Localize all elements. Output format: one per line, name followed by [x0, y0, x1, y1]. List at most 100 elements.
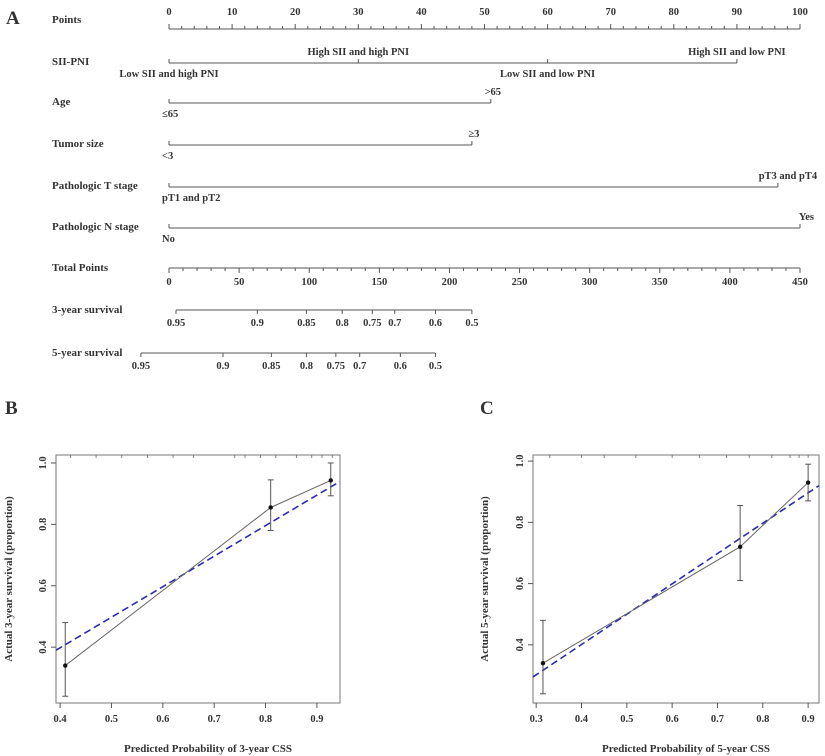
level-label: >65	[485, 87, 501, 98]
points-tick-label: 50	[479, 7, 490, 18]
data-point	[328, 478, 333, 483]
level-label: ≤65	[162, 109, 178, 120]
x-tick-label: 0.5	[620, 714, 633, 725]
total-points-tick-label: 400	[722, 277, 738, 288]
y-tick-label: 1.0	[515, 455, 526, 468]
survival-tick-label: 0.5	[465, 318, 478, 329]
panel-label-b: B	[5, 398, 18, 419]
y-tick-label: 0.4	[38, 640, 49, 654]
level-label: Low SII and high PNI	[119, 69, 218, 80]
variable-label: Tumor size	[52, 138, 104, 150]
total-points-tick-label: 0	[166, 277, 171, 288]
x-tick-label: 0.6	[156, 714, 169, 725]
calibration-plot-3-year: 0.4 0.5 0.6 0.7 0.8 0.9 0.4 0.6 0.8 1.0 Predicted …	[3, 454, 341, 755]
level-label: High SII and low PNI	[688, 47, 785, 58]
survival-tick-label: 0.7	[353, 361, 366, 372]
y-tick-label: 0.8	[38, 518, 49, 531]
points-axis-label: Points	[52, 14, 82, 26]
survival-tick-label: 0.8	[336, 318, 349, 329]
data-point	[540, 660, 546, 666]
data-point	[805, 480, 811, 485]
x-tick-label: 0.9	[310, 714, 323, 725]
level-label: Yes	[799, 212, 814, 223]
total-points-tick-label: 300	[582, 277, 598, 288]
total-points-axis-label: Total Points	[52, 262, 109, 274]
x-tick-label: 0.4	[575, 714, 589, 725]
nomogram: Points 0 10 20 30 40 50 60 70 80 90 100 SII-PNI Low S…	[52, 7, 818, 372]
level-label: pT1 and pT2	[162, 193, 220, 204]
x-tick-label: 0.8	[756, 714, 769, 725]
data-point	[63, 663, 68, 668]
points-tick-label: 10	[227, 7, 238, 18]
survival-axis-label: 5-year survival	[52, 347, 122, 359]
y-axis-label: Actual 3-year survival (proportion)	[3, 496, 15, 662]
points-tick-label: 40	[416, 7, 427, 18]
survival-tick-label: 0.7	[388, 318, 401, 329]
total-points-tick-label: 350	[652, 277, 668, 288]
x-tick-label: 0.9	[802, 714, 815, 725]
level-label: Low SII and low PNI	[500, 69, 595, 80]
panel-label-a: A	[6, 8, 20, 29]
data-point	[737, 544, 743, 550]
level-label: ≥3	[468, 129, 479, 140]
y-tick-label: 0.6	[515, 577, 526, 590]
survival-tick-label: 0.75	[327, 361, 345, 372]
level-label: pT3 and pT4	[759, 171, 818, 182]
points-tick-label: 0	[166, 7, 171, 18]
points-tick-label: 60	[542, 7, 553, 18]
survival-tick-label: 0.6	[394, 361, 407, 372]
variable-label: Age	[52, 96, 70, 108]
x-tick-label: 0.8	[259, 714, 272, 725]
points-tick-label: 80	[669, 7, 680, 18]
ideal-reference-line	[55, 480, 341, 651]
level-label: High SII and high PNI	[308, 47, 410, 58]
x-tick-label: 0.5	[105, 714, 118, 725]
survival-tick-label: 0.95	[132, 361, 150, 372]
total-points-tick-label: 250	[512, 277, 528, 288]
total-points-tick-label: 50	[234, 277, 245, 288]
y-tick-label: 1.0	[38, 456, 49, 469]
survival-tick-label: 0.95	[167, 318, 185, 329]
points-tick-label: 90	[732, 7, 743, 18]
survival-tick-label: 0.5	[429, 361, 442, 372]
y-tick-label: 0.6	[38, 579, 49, 592]
x-axis-label: Predicted Probability of 3-year CSS	[124, 743, 292, 755]
data-point	[268, 505, 273, 510]
ideal-reference-line	[532, 484, 820, 678]
x-tick-label: 0.7	[208, 714, 221, 725]
variable-label: Pathologic T stage	[52, 180, 138, 192]
y-axis-label: Actual 5-year survival (proportion)	[479, 496, 491, 662]
x-tick-label: 0.6	[666, 714, 679, 725]
survival-tick-label: 0.85	[297, 318, 315, 329]
total-points-tick-label: 450	[792, 277, 808, 288]
variable-label: Pathologic N stage	[52, 221, 139, 233]
x-tick-label: 0.7	[711, 714, 724, 725]
variable-label: SII-PNI	[52, 56, 89, 68]
level-label: <3	[162, 151, 173, 162]
total-points-tick-label: 150	[371, 277, 387, 288]
plot-frame	[55, 454, 341, 704]
points-tick-label: 30	[353, 7, 364, 18]
y-tick-label: 0.8	[515, 516, 526, 529]
survival-tick-label: 0.75	[363, 318, 381, 329]
calibration-plot-5-year: 0.3 0.4 0.5 0.6 0.7 0.8 0.9 0.4 0.6 0.8 1.0 Predict…	[479, 454, 820, 755]
survival-tick-label: 0.6	[429, 318, 442, 329]
points-tick-label: 100	[792, 7, 808, 18]
survival-tick-label: 0.9	[216, 361, 229, 372]
level-label: No	[162, 234, 175, 245]
total-points-tick-label: 200	[442, 277, 458, 288]
y-tick-label: 0.4	[515, 638, 526, 652]
points-tick-label: 20	[290, 7, 301, 18]
survival-axis-label: 3-year survival	[52, 304, 122, 316]
total-points-tick-label: 100	[301, 277, 317, 288]
panel-label-c: C	[480, 398, 494, 419]
points-tick-label: 70	[605, 7, 616, 18]
x-tick-label: 0.3	[530, 714, 543, 725]
x-tick-label: 0.4	[54, 714, 68, 725]
survival-tick-label: 0.85	[262, 361, 280, 372]
survival-tick-label: 0.8	[300, 361, 313, 372]
survival-tick-label: 0.9	[251, 318, 264, 329]
x-axis-label: Predicted Probability of 5-year CSS	[602, 743, 770, 755]
plot-frame	[532, 454, 820, 704]
